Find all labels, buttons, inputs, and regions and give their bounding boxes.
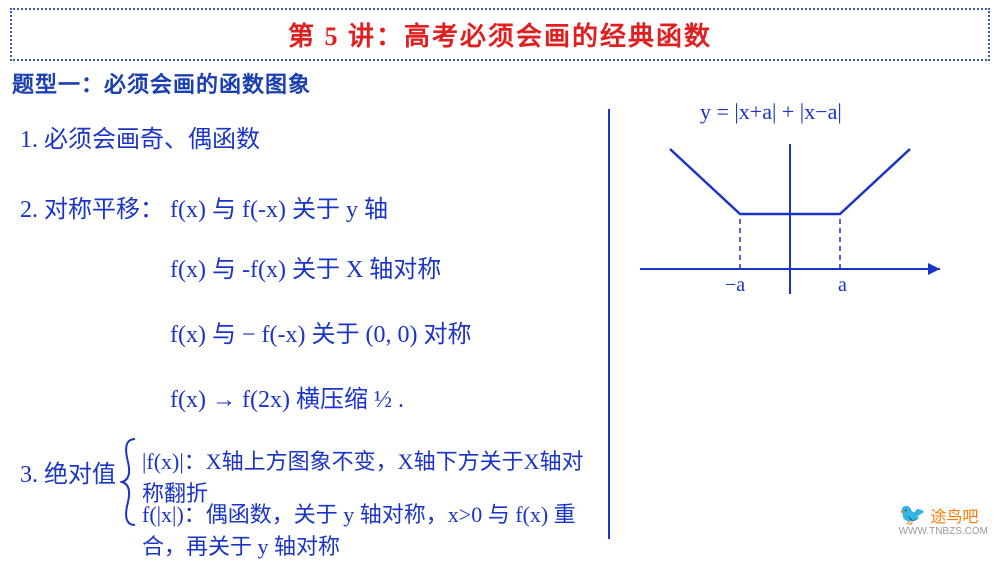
- bird-icon: 🐦: [899, 502, 926, 527]
- note-line-2b: f(x) 与 -f(x) 关于 X 轴对称: [170, 249, 441, 284]
- page-title: 第 5 讲：高考必须会画的经典函数: [288, 22, 712, 51]
- vertical-divider: [608, 109, 610, 539]
- content-area: 1. 必须会画奇、偶函数 2. 对称平移： f(x) 与 f(-x) 关于 y …: [0, 109, 1000, 549]
- note-line-3: 3. 绝对值: [20, 454, 116, 489]
- logo-url: WWW.TNBZS.COM: [899, 526, 988, 537]
- note-line-3b: f(|x|)：偶函数，关于 y 轴对称，x>0 与 f(x) 重合，再关于 y …: [142, 497, 602, 561]
- graph-label-pos-a: a: [838, 274, 847, 297]
- graph-plot: [630, 129, 960, 309]
- logo-text: 途鸟吧: [930, 509, 978, 526]
- note-line-1: 1. 必须会画奇、偶函数: [20, 119, 260, 154]
- note-line-2: 2. 对称平移： f(x) 与 f(-x) 关于 y 轴: [20, 189, 388, 224]
- title-box: 第 5 讲：高考必须会画的经典函数: [10, 8, 990, 61]
- section-subtitle: 题型一：必须会画的函数图象: [12, 67, 1000, 99]
- graph-equation: y = |x+a| + |x−a|: [700, 99, 842, 125]
- brace-icon: [120, 437, 140, 527]
- note-line-2c: f(x) 与 − f(-x) 关于 (0, 0) 对称: [170, 314, 471, 349]
- graph-label-neg-a: −a: [725, 274, 745, 297]
- site-logo: 🐦 途鸟吧 WWW.TNBZS.COM: [899, 502, 988, 537]
- note-line-2d: f(x) → f(2x) 横压缩 ½ .: [170, 379, 404, 414]
